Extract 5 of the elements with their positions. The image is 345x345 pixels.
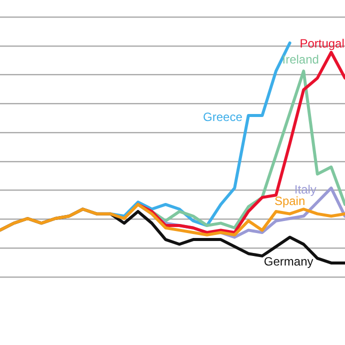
series-label: Spain	[274, 194, 306, 208]
series-label: Germany	[264, 254, 314, 269]
series-label: Greece	[203, 110, 243, 124]
series-label: Portugal	[300, 36, 344, 50]
series-label: Ireland	[282, 52, 319, 66]
